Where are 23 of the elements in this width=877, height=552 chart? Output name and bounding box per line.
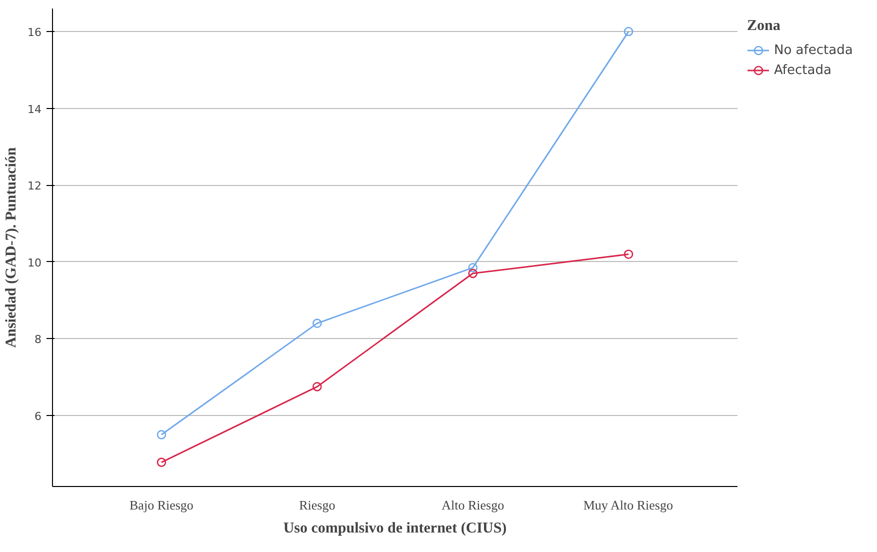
- x-tick-label: Bajo Riesgo: [130, 498, 194, 512]
- point: [312, 382, 322, 392]
- point: [468, 263, 478, 272]
- point: [156, 430, 166, 440]
- x-tick-label: Alto Riesgo: [442, 498, 504, 512]
- point: [156, 458, 166, 467]
- y-tick-label: 12: [28, 180, 42, 193]
- point: [312, 318, 322, 328]
- y-tick-label: 8: [34, 333, 42, 346]
- x-axis-title: Uso compulsivo de internet (CIUS): [283, 520, 507, 536]
- legend-label: No afectada: [774, 42, 853, 58]
- y-tick-label: 10: [28, 256, 42, 270]
- legend-title: Zona: [747, 18, 782, 35]
- point: [624, 250, 634, 259]
- legend-label: Afectada: [774, 62, 832, 78]
- y-tick-label: 6: [34, 410, 42, 423]
- y-tick-label: 16: [28, 26, 42, 40]
- point: [624, 26, 634, 36]
- y-tick-label: 14: [28, 102, 42, 116]
- x-tick-label: Riesgo: [299, 498, 336, 512]
- point: [468, 268, 478, 278]
- y-axis-title: Ansiedad (GAD-7). Puntuación: [4, 146, 20, 348]
- x-tick-label: Muy Alto Riesgo: [583, 498, 673, 512]
